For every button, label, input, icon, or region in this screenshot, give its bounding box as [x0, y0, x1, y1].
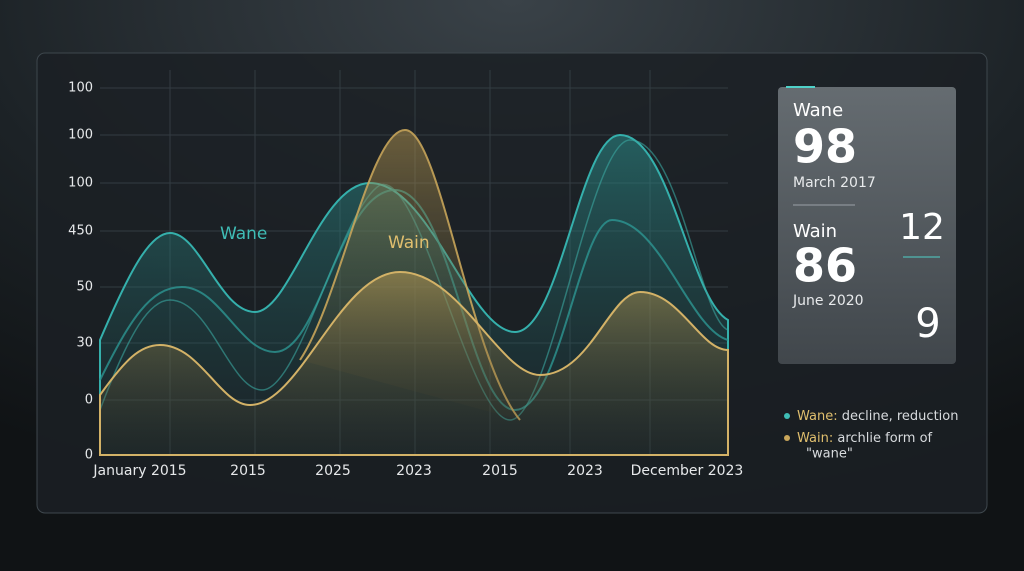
y-label: 450	[68, 224, 93, 239]
legend-definition: "wane"	[806, 447, 853, 462]
x-label: January 2015	[92, 463, 186, 479]
legend-entry: Wain: archlie form of	[797, 431, 933, 446]
stat-card	[778, 87, 956, 364]
series-label: Wane	[220, 224, 267, 244]
x-label: 2015	[230, 463, 266, 479]
legend-dot	[784, 413, 790, 419]
card-value: 98	[793, 120, 857, 174]
x-axis-labels: January 2015 2015 2025 2023 2015 2023 De…	[92, 463, 743, 479]
legend-term: Wain:	[797, 431, 833, 446]
legend-term: Wane:	[797, 409, 838, 424]
side-value: 12	[899, 207, 945, 248]
y-axis-labels: 100 100 100 450 50 30 0 0	[68, 81, 93, 463]
x-label: 2025	[315, 463, 351, 479]
y-label: 0	[85, 448, 93, 463]
y-label: 0	[85, 393, 93, 408]
x-label: 2023	[396, 463, 432, 479]
y-label: 30	[76, 336, 93, 351]
card-text: Wane 98 March 2017 Wain 86 June 2020 12 …	[792, 100, 945, 347]
x-label: December 2023	[631, 463, 744, 479]
legend-definition: decline, reduction	[842, 409, 959, 424]
card-value: 86	[793, 239, 857, 293]
x-label: 2023	[567, 463, 603, 479]
y-label: 100	[68, 128, 93, 143]
card-date: June 2020	[792, 293, 864, 309]
legend-entry: Wane: decline, reduction	[797, 409, 958, 424]
legend-dot	[784, 435, 790, 441]
series-label: Wain	[388, 233, 430, 253]
card-date: March 2017	[793, 175, 876, 191]
y-label: 50	[76, 280, 93, 295]
x-label: 2015	[482, 463, 518, 479]
y-label: 100	[68, 81, 93, 96]
card-title: Wain	[793, 221, 837, 242]
side-value: 9	[915, 301, 940, 347]
card-title: Wane	[793, 100, 843, 121]
y-label: 100	[68, 176, 93, 191]
curves	[99, 128, 729, 456]
legend-definition: archlie form of	[837, 431, 932, 446]
